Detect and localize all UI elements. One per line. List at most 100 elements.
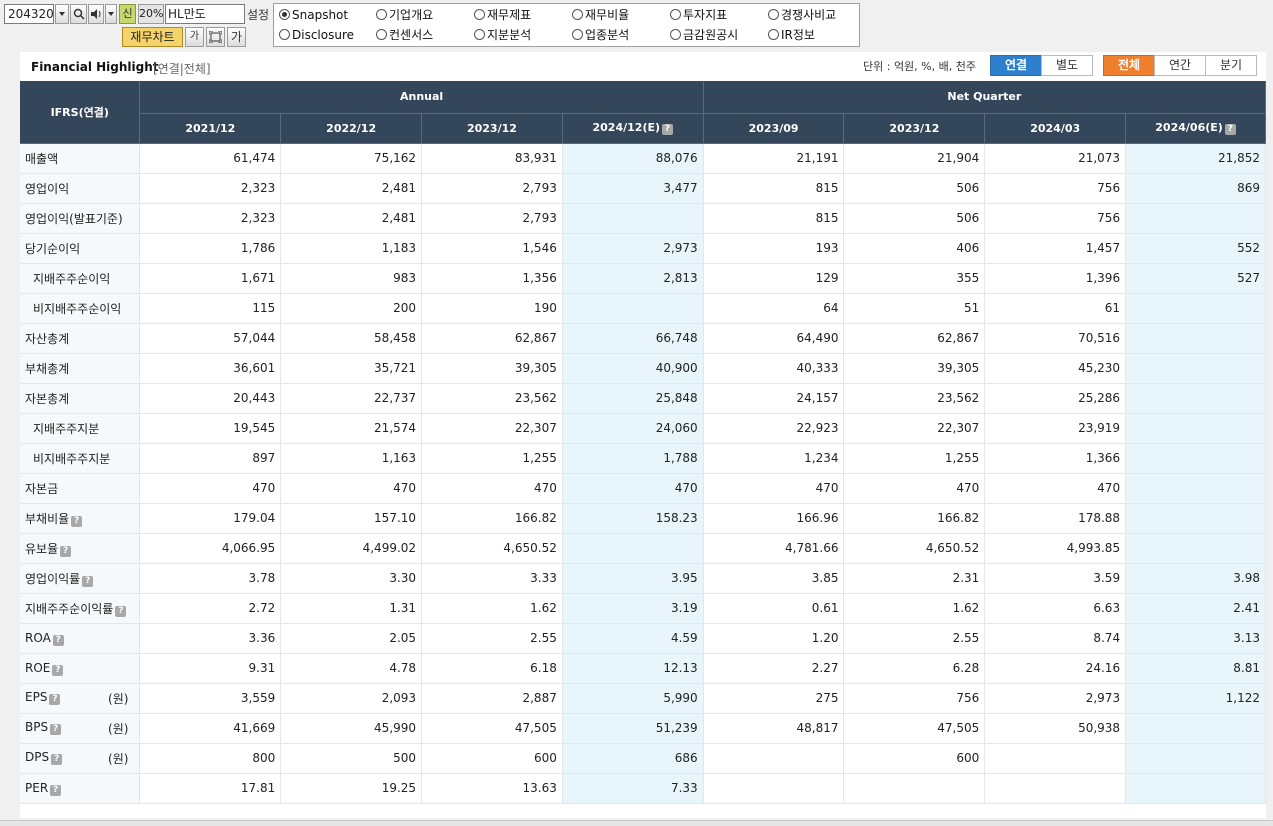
percent-box[interactable]: 20%	[138, 4, 164, 24]
table-cell	[1125, 743, 1266, 774]
row-label: 영업이익률?	[20, 563, 141, 594]
radio-icon	[572, 29, 583, 40]
menu-investment-indicators[interactable]: 투자지표	[670, 8, 727, 22]
table-cell: 2,973	[984, 683, 1127, 714]
new-toggle-button[interactable]: 신	[119, 4, 136, 24]
question-icon[interactable]: ?	[71, 515, 83, 527]
question-icon[interactable]: ?	[60, 545, 72, 557]
horizontal-scrollbar[interactable]	[0, 820, 1273, 826]
question-icon[interactable]: ?	[52, 634, 64, 646]
question-icon[interactable]: ?	[662, 124, 674, 135]
table-cell: 2.27	[703, 653, 845, 684]
question-icon[interactable]: ?	[52, 664, 64, 676]
table-row: ROE? 9.31 4.78 6.18 12.13 2.27 6.28 24.16 8.81	[20, 653, 1266, 684]
table-cell: 39,305	[843, 353, 986, 384]
table-cell: 4,650.52	[421, 533, 563, 564]
table-cell: 1,255	[843, 443, 986, 474]
table-row: PER? 17.81 19.25 13.63 7.33	[20, 773, 1266, 804]
menu-shareholding[interactable]: 지분분석	[474, 28, 531, 42]
table-cell: 470	[984, 473, 1127, 504]
table-cell: 2.55	[843, 623, 986, 654]
row-label: 부채총계	[20, 353, 141, 384]
toggle-quarter[interactable]: 분기	[1205, 55, 1257, 76]
table-cell: 5,990	[562, 683, 704, 714]
speaker-icon[interactable]	[88, 4, 104, 24]
table-cell: 200	[280, 293, 423, 324]
chevron-down-icon[interactable]	[105, 4, 117, 24]
menu-disclosure[interactable]: Disclosure	[279, 28, 354, 42]
table-cell	[1125, 383, 1266, 414]
table-cell	[843, 773, 986, 804]
menu-peer-comparison[interactable]: 경쟁사비교	[768, 8, 836, 22]
menu-ir-info[interactable]: IR정보	[768, 28, 815, 42]
table-cell	[984, 773, 1127, 804]
table-cell: 1,396	[984, 263, 1127, 294]
question-icon[interactable]: ?	[51, 753, 63, 765]
question-icon[interactable]: ?	[115, 605, 127, 617]
table-cell: 12.13	[562, 653, 704, 684]
menu-financial-statements[interactable]: 재무제표	[474, 8, 531, 22]
table-cell: 4,781.66	[703, 533, 845, 564]
table-cell	[562, 203, 704, 234]
question-icon[interactable]: ?	[50, 723, 62, 735]
row-label: EPS? (원)	[20, 683, 141, 714]
table-cell: 756	[984, 203, 1127, 234]
table-cell: 64	[703, 293, 845, 324]
table-cell: 2,481	[280, 173, 423, 204]
table-cell: 13.63	[421, 773, 563, 804]
question-icon[interactable]: ?	[82, 575, 94, 587]
toggle-all[interactable]: 전체	[1103, 55, 1155, 76]
table-cell: 2,323	[139, 173, 282, 204]
search-icon[interactable]	[70, 4, 87, 24]
table-cell: 470	[562, 473, 704, 504]
table-cell: 24,060	[562, 413, 704, 444]
menu-fss-disclosure[interactable]: 금감원공시	[670, 28, 738, 42]
toggle-consolidated[interactable]: 연결	[990, 55, 1042, 76]
chevron-down-icon[interactable]	[55, 4, 69, 24]
table-row: 부채비율? 179.04 157.10 166.82 158.23 166.96 166.8…	[20, 503, 1266, 534]
stock-code-input[interactable]: 204320	[4, 4, 54, 24]
table-row: 지배주주순이익 1,671 983 1,356 2,813 129 355 1,396 527	[20, 263, 1266, 294]
table-cell: 815	[703, 173, 845, 204]
menu-company-overview[interactable]: 기업개요	[376, 8, 433, 22]
table-cell: 1,183	[280, 233, 423, 264]
table-row: 당기순이익 1,786 1,183 1,546 2,973 193 406 1,457 552	[20, 233, 1266, 264]
toggle-separate[interactable]: 별도	[1041, 55, 1093, 76]
font-increase-button[interactable]: 가	[227, 27, 246, 47]
table-row: 매출액 61,474 75,162 83,931 88,076 21,191 21,904 2…	[20, 143, 1266, 174]
table-cell: 815	[703, 203, 845, 234]
table-cell: 552	[1125, 233, 1266, 264]
table-cell: 869	[1125, 173, 1266, 204]
question-icon[interactable]: ?	[1224, 124, 1236, 135]
annual-group-header: Annual	[139, 81, 704, 114]
capture-icon[interactable]	[206, 27, 225, 47]
question-icon[interactable]: ?	[50, 784, 62, 796]
table-cell: 157.10	[280, 503, 423, 534]
table-cell: 3.98	[1125, 563, 1266, 594]
table-cell	[1125, 323, 1266, 354]
row-label: 자산총계	[20, 323, 141, 354]
table-cell: 115	[139, 293, 282, 324]
settings-link[interactable]: 설정	[247, 8, 270, 22]
table-cell: 6.18	[421, 653, 563, 684]
table-cell: 2.31	[843, 563, 986, 594]
toggle-annual[interactable]: 연간	[1154, 55, 1206, 76]
table-cell: 2,813	[562, 263, 704, 294]
table-cell: 2.41	[1125, 593, 1266, 624]
menu-consensus[interactable]: 컨센서스	[376, 28, 433, 42]
table-cell: 41,669	[139, 713, 282, 744]
table-cell: 51	[843, 293, 986, 324]
radio-icon	[279, 9, 290, 20]
table-cell: 3.95	[562, 563, 704, 594]
question-icon[interactable]: ?	[49, 693, 61, 705]
table-cell	[1125, 773, 1266, 804]
financial-chart-button[interactable]: 재무차트	[122, 27, 183, 47]
font-decrease-button[interactable]: 가	[185, 27, 204, 47]
table-cell: 61,474	[139, 143, 282, 174]
table-cell: 1,122	[1125, 683, 1266, 714]
menu-financial-ratios[interactable]: 재무비율	[572, 8, 629, 22]
menu-snapshot[interactable]: Snapshot	[279, 8, 348, 22]
company-name-field[interactable]: HL만도	[165, 4, 245, 24]
table-cell: 1,255	[421, 443, 563, 474]
menu-industry-analysis[interactable]: 업종분석	[572, 28, 629, 42]
